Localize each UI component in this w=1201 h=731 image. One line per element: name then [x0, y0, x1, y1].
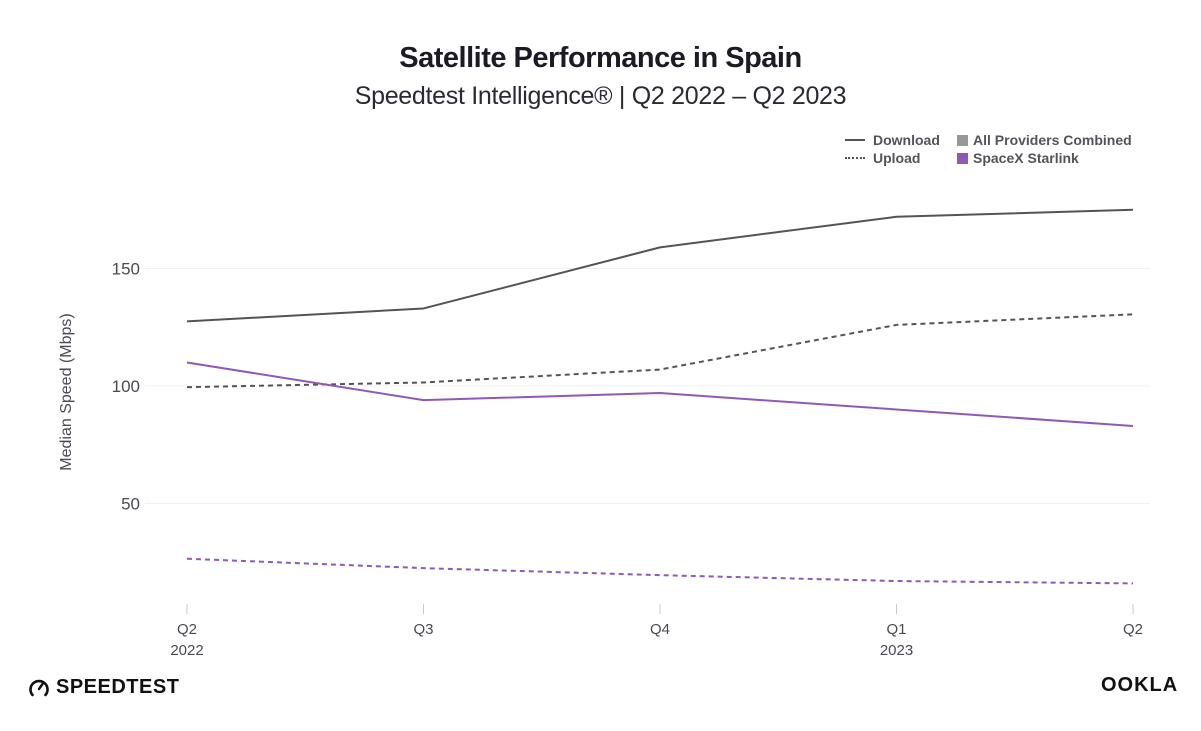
legend-download: Download — [845, 132, 957, 148]
y-tick-label: 50 — [121, 495, 140, 514]
x-tick-label: Q2 — [1123, 621, 1143, 638]
x-tick-year-label: 2022 — [170, 642, 203, 659]
gray-square-icon — [957, 134, 968, 146]
legend-starlink: SpaceX Starlink — [957, 150, 1079, 166]
series-line-0 — [186, 208, 1134, 323]
speedtest-logo: SPEEDTEST — [28, 676, 179, 699]
chart-title: Satellite Performance in Spain — [399, 42, 802, 74]
legend-download-label: Download — [873, 132, 940, 148]
solid-line-icon — [845, 139, 865, 141]
series-line-2 — [186, 361, 1134, 427]
legend-all-providers-label: All Providers Combined — [973, 132, 1132, 148]
x-tick-label: Q1 — [886, 621, 906, 638]
y-tick-label: 150 — [112, 260, 140, 279]
legend-starlink-label: SpaceX Starlink — [973, 150, 1079, 166]
y-axis-label: Median Speed (Mbps) — [58, 313, 75, 470]
purple-square-icon — [957, 152, 968, 164]
series-line-1 — [186, 313, 1134, 389]
speedtest-wordmark: SPEEDTEST — [56, 676, 180, 698]
legend-all-providers: All Providers Combined — [957, 132, 1132, 148]
chart-subtitle: Speedtest Intelligence® | Q2 2022 – Q2 2… — [354, 82, 847, 110]
gauge-icon — [29, 679, 49, 696]
legend: Download All Providers Combined Upload S… — [845, 131, 1132, 167]
x-tick-label: Q4 — [650, 621, 670, 638]
series-line-3 — [186, 557, 1134, 585]
ookla-logo: OOKLA — [1101, 674, 1179, 696]
legend-upload: Upload — [845, 150, 957, 166]
legend-upload-label: Upload — [873, 150, 921, 166]
x-tick-label: Q3 — [413, 621, 433, 638]
y-tick-label: 100 — [112, 377, 140, 396]
x-tick-year-label: 2023 — [880, 642, 913, 659]
x-tick-label: Q2 — [177, 621, 197, 638]
dotted-line-icon — [845, 157, 865, 159]
